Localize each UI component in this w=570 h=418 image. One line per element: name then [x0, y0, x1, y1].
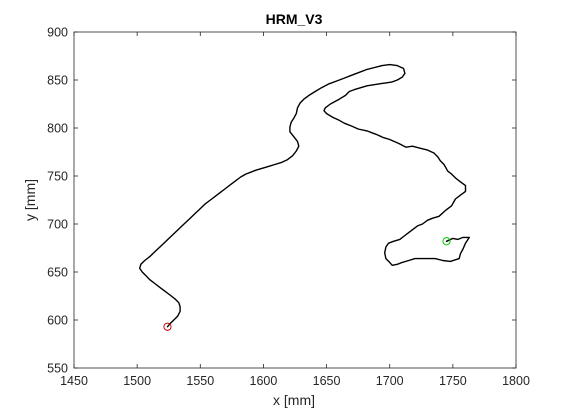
plot-background	[74, 32, 516, 368]
x-tick-label-0: 1450	[60, 374, 88, 388]
x-axis-label: x [mm]	[273, 392, 315, 408]
y-tick-label-4: 750	[47, 170, 68, 184]
y-tick-label-1: 600	[47, 314, 68, 328]
y-tick-label-2: 650	[47, 266, 68, 280]
x-tick-label-7: 1800	[502, 374, 530, 388]
chart-title: HRM_V3	[266, 11, 323, 27]
y-tick-label-6: 850	[47, 74, 68, 88]
y-tick-label-0: 550	[47, 362, 68, 376]
plot-area: 1450 1500 1550 1600 1650 1700 1750 1800 550 600 65…	[47, 26, 530, 389]
axes-box	[73, 31, 517, 369]
marker-point-0	[442, 237, 451, 246]
y-tick-label-5: 800	[47, 122, 68, 136]
x-tick-label-1: 1500	[123, 374, 151, 388]
x-tick-label-6: 1750	[439, 374, 467, 388]
x-tick-label-5: 1700	[376, 374, 404, 388]
x-tick-label-2: 1550	[186, 374, 214, 388]
y-tick-label-7: 900	[47, 26, 68, 40]
y-axis-label: y [mm]	[22, 179, 38, 221]
y-tick-label-3: 700	[47, 218, 68, 232]
marker-point-1	[163, 322, 172, 331]
series-line-0	[139, 63, 470, 328]
x-tick-label-4: 1650	[313, 374, 341, 388]
x-tick-label-3: 1600	[250, 374, 278, 388]
